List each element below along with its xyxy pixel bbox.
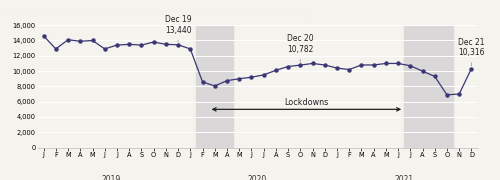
Text: 2021: 2021 [394,175,413,180]
Text: Dec 21
10,316: Dec 21 10,316 [458,38,484,66]
Text: 2020: 2020 [248,175,267,180]
Bar [196,25,233,148]
Text: 2019: 2019 [101,175,120,180]
Text: Dec 20
10,782: Dec 20 10,782 [287,34,314,62]
Text: TOTAL PROPERTY OFFENCES (theft & break and enter): TOTAL PROPERTY OFFENCES (theft & break a… [5,8,312,18]
Text: Dec 19
13,440: Dec 19 13,440 [164,15,192,42]
Bar [404,25,453,148]
Text: Lockdowns: Lockdowns [284,98,329,107]
